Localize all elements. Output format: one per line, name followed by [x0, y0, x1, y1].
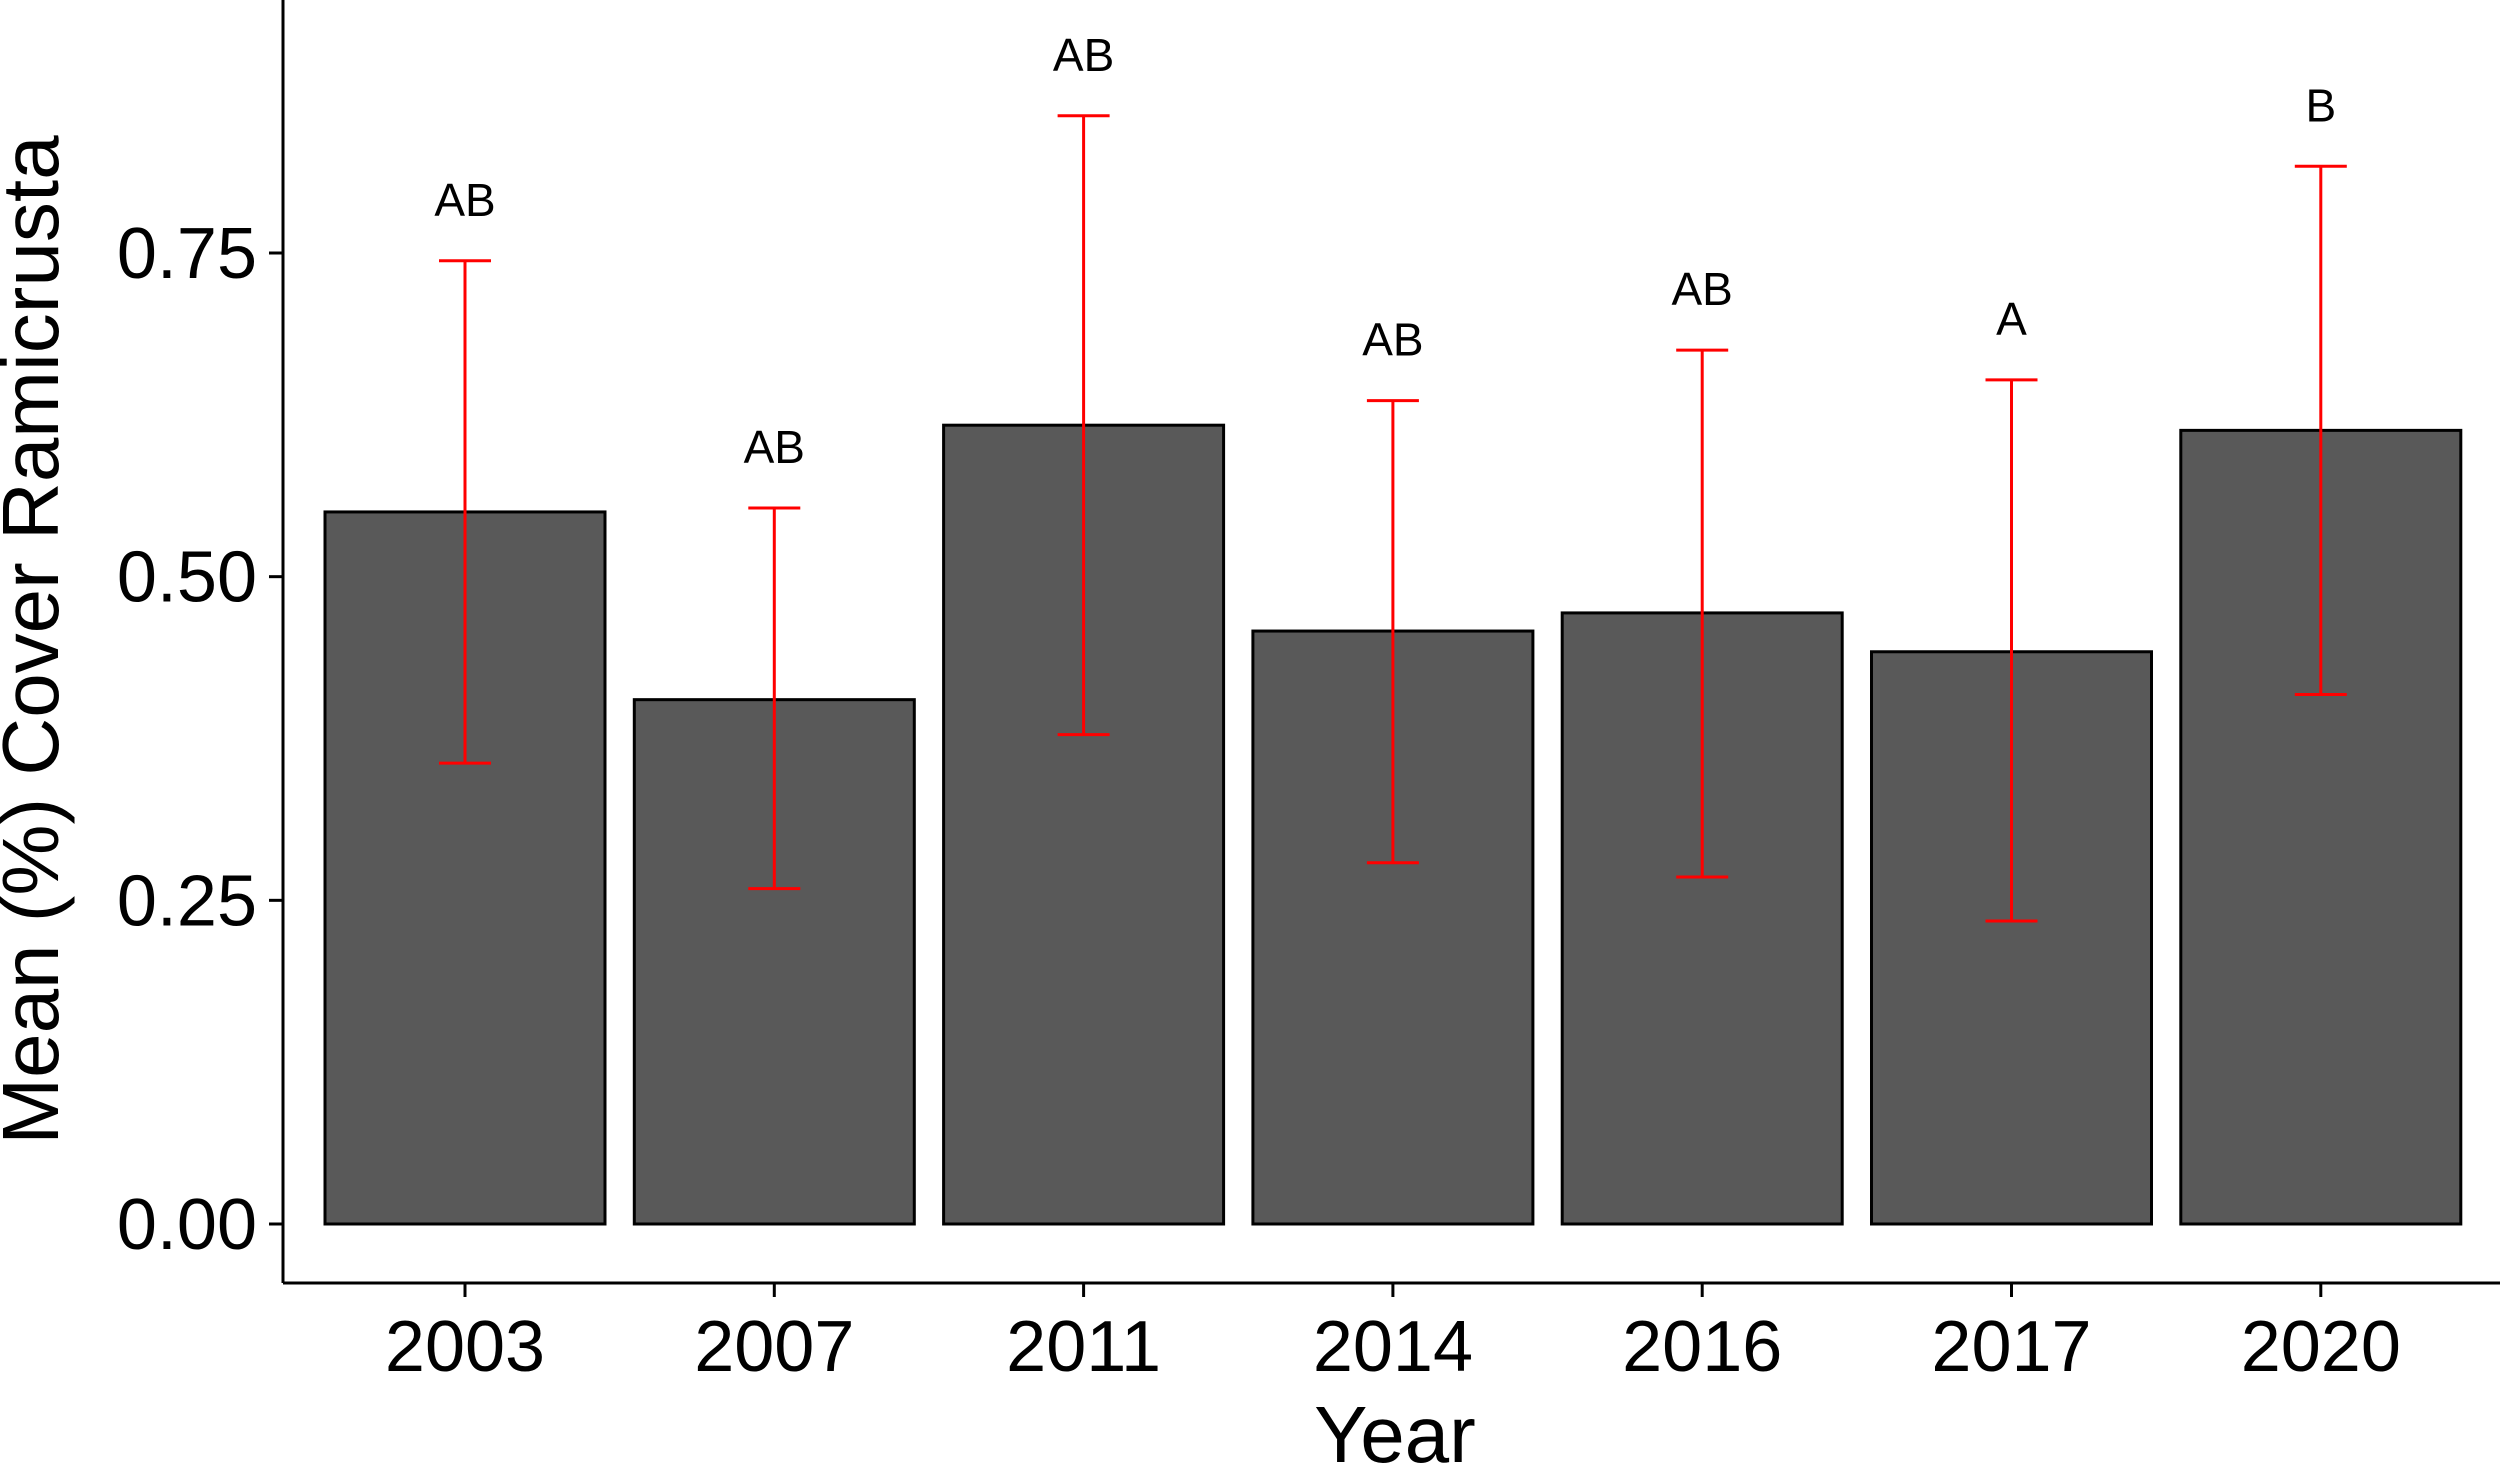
significance-label-2016: AB	[1672, 263, 1733, 315]
x-tick-label-2003: 2003	[385, 1307, 545, 1387]
significance-label-2003: AB	[434, 174, 495, 226]
x-tick-label-2007: 2007	[694, 1307, 854, 1387]
error-bar-2011	[1057, 114, 1110, 737]
x-tick-label-2011: 2011	[1006, 1307, 1161, 1387]
significance-label-2020: B	[2305, 79, 2336, 131]
x-tick-label-2020: 2020	[2241, 1307, 2401, 1387]
error-bar-2017	[1985, 378, 2038, 923]
error-bar-2014	[1366, 399, 1419, 865]
y-tick-label-1: 0.25	[117, 861, 257, 941]
y-tick-label-0: 0.00	[117, 1185, 257, 1265]
error-bar-2003	[439, 259, 491, 765]
y-axis-title: Mean (%) Cover Ramicrusta	[0, 135, 75, 1145]
significance-label-2017: A	[1996, 293, 2027, 345]
significance-label-2011: AB	[1053, 29, 1114, 81]
significance-label-2007: AB	[744, 421, 805, 473]
y-tick-label-2: 0.50	[117, 538, 257, 618]
y-tick-label-3: 0.75	[117, 214, 257, 294]
error-bar-2016	[1676, 348, 1729, 879]
x-tick-label-2014: 2014	[1313, 1307, 1473, 1387]
error-bars-group	[439, 114, 2347, 923]
x-tick-label-2016: 2016	[1622, 1307, 1782, 1387]
error-bar-2020	[2294, 164, 2347, 696]
error-bar-2007	[748, 506, 801, 891]
x-axis-title: Year	[1314, 1390, 1476, 1469]
x-tick-label-2017: 2017	[1931, 1307, 2091, 1387]
significance-label-2014: AB	[1362, 314, 1423, 366]
axes-group: 2003 2007 2011 2014 2016 2017 2020 0.00 0.25 0.50…	[117, 0, 2500, 1387]
